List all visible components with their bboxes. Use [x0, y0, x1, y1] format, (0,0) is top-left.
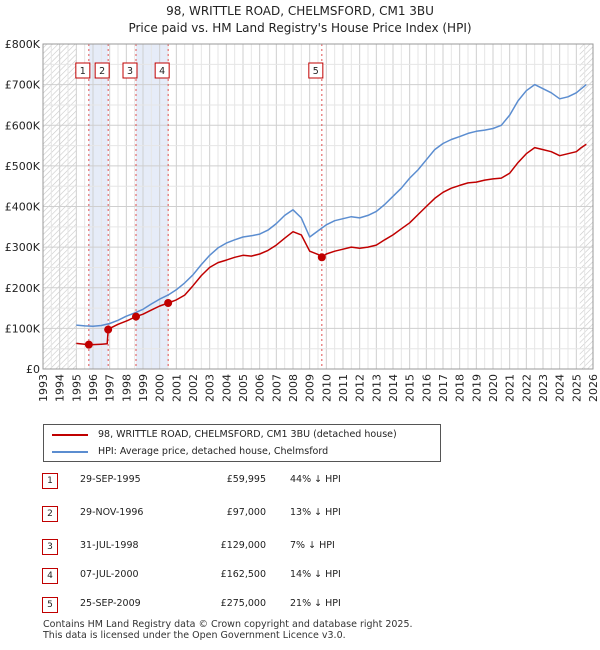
- sale-marker-label: 3: [42, 539, 58, 555]
- footer-copyright: Contains HM Land Registry data © Crown c…: [43, 619, 413, 630]
- y-tick-label: £300K: [5, 241, 41, 254]
- sale-row: 1 29-SEP-1995 £59,995 44% ↓ HPI: [0, 470, 600, 490]
- sale-price: £129,000: [220, 540, 266, 551]
- sale-point-4: [164, 298, 173, 307]
- y-tick-label: £200K: [5, 282, 41, 295]
- chart-subtitle: Price paid vs. HM Land Registry's House …: [128, 21, 472, 35]
- legend-swatch-property: [52, 434, 88, 436]
- sale-marker-label-2: 2: [99, 66, 105, 77]
- y-tick-label: £500K: [5, 160, 41, 173]
- x-tick-label: 2023: [537, 374, 550, 402]
- footer-licence: This data is licensed under the Open Gov…: [43, 630, 346, 641]
- x-tick-label: 2013: [370, 374, 383, 402]
- plot-frame: [42, 43, 594, 370]
- sale-point-3: [132, 312, 140, 321]
- x-tick-label: 2011: [337, 374, 350, 402]
- sale-marker-label-5: 5: [313, 66, 319, 77]
- sale-row: 5 25-SEP-2009 £275,000 21% ↓ HPI: [0, 594, 600, 614]
- x-tick-label: 2018: [454, 374, 467, 402]
- x-tick-label: 2014: [387, 374, 400, 402]
- x-tick-label: 1999: [137, 374, 150, 402]
- sale-hpi-diff: 21% ↓ HPI: [290, 598, 341, 609]
- sale-date: 25-SEP-2009: [80, 598, 141, 609]
- x-tick-label: 1994: [54, 374, 67, 402]
- legend-swatch-hpi: [52, 451, 88, 453]
- sale-marker-label-3: 3: [127, 66, 133, 77]
- x-tick-label: 2002: [187, 374, 200, 402]
- sale-date: 29-SEP-1995: [80, 474, 141, 485]
- x-tick-label: 2006: [254, 374, 267, 402]
- sale-marker-box-2: [94, 62, 110, 79]
- x-tick-label: 1993: [37, 374, 50, 402]
- x-tick-label: 2022: [520, 374, 533, 402]
- sale-price: £275,000: [220, 598, 266, 609]
- x-tick-label: 2017: [437, 374, 450, 402]
- sale-marker-label: 5: [42, 597, 58, 613]
- sale-price: £59,995: [226, 474, 266, 485]
- sale-marker-label: 2: [42, 506, 58, 522]
- sale-point-1: [84, 340, 93, 349]
- sale-hpi-diff: 14% ↓ HPI: [290, 569, 341, 580]
- x-tick-label: 1995: [70, 374, 83, 402]
- sale-price: £162,500: [220, 569, 266, 580]
- y-tick-label: £0: [26, 363, 40, 376]
- x-tick-label: 2019: [470, 374, 483, 402]
- legend-label-hpi: HPI: Average price, detached house, Chel…: [98, 446, 329, 457]
- x-tick-label: 2001: [170, 374, 183, 402]
- sale-marker-label-1: 1: [80, 66, 86, 77]
- sale-marker-label-4: 4: [159, 66, 165, 77]
- sale-row: 2 29-NOV-1996 £97,000 13% ↓ HPI: [0, 503, 600, 523]
- x-tick-label: 2020: [487, 374, 500, 402]
- y-tick-label: £600K: [5, 119, 41, 132]
- x-tick-label: 1997: [104, 374, 117, 402]
- x-tick-label: 2003: [204, 374, 217, 402]
- x-tick-label: 2008: [287, 374, 300, 402]
- x-tick-label: 2012: [354, 374, 367, 402]
- sale-marker-label: 1: [42, 473, 58, 489]
- x-tick-label: 2016: [420, 374, 433, 402]
- x-tick-label: 2015: [404, 374, 417, 402]
- sale-price: £97,000: [226, 507, 266, 518]
- legend-label-property: 98, WRITTLE ROAD, CHELMSFORD, CM1 3BU (d…: [98, 429, 397, 440]
- x-tick-label: 2021: [504, 374, 517, 402]
- sale-marker-box-5: [308, 62, 324, 79]
- x-tick-label: 2007: [270, 374, 283, 402]
- x-tick-label: 2004: [220, 374, 233, 402]
- y-tick-label: £100K: [5, 322, 41, 335]
- y-tick-label: £400K: [5, 201, 41, 214]
- x-tick-label: 2026: [587, 374, 600, 402]
- sale-row: 4 07-JUL-2000 £162,500 14% ↓ HPI: [0, 565, 600, 585]
- x-tick-label: 1996: [87, 374, 100, 402]
- sale-marker-box-3: [122, 62, 138, 79]
- sale-marker-box-1: [75, 62, 91, 79]
- y-tick-label: £800K: [5, 38, 41, 51]
- sale-hpi-diff: 7% ↓ HPI: [290, 540, 335, 551]
- sale-point-2: [104, 325, 113, 334]
- x-tick-label: 2009: [304, 374, 317, 402]
- sale-hpi-diff: 13% ↓ HPI: [290, 507, 341, 518]
- x-tick-label: 2005: [237, 374, 250, 402]
- y-tick-label: £700K: [5, 79, 41, 92]
- sale-hpi-diff: 44% ↓ HPI: [290, 474, 341, 485]
- sale-date: 29-NOV-1996: [80, 507, 144, 518]
- sale-date: 07-JUL-2000: [80, 569, 139, 580]
- x-tick-label: 2000: [154, 374, 167, 402]
- sale-row: 3 31-JUL-1998 £129,000 7% ↓ HPI: [0, 536, 600, 556]
- chart-title: 98, WRITTLE ROAD, CHELMSFORD, CM1 3BU: [166, 4, 434, 18]
- hpi-series-line: [76, 83, 587, 328]
- x-tick-label: 2010: [320, 374, 333, 402]
- sale-marker-box-4: [154, 62, 170, 79]
- legend: 98, WRITTLE ROAD, CHELMSFORD, CM1 3BU (d…: [43, 424, 441, 462]
- x-tick-label: 2024: [554, 374, 567, 402]
- sale-marker-label: 4: [42, 568, 58, 584]
- price-chart: 1 2 3 4 5 £0 £100K £200K £300K £400K £500K £600K £70…: [5, 38, 600, 402]
- x-tick-label: 1998: [120, 374, 133, 402]
- sale-point-5: [317, 253, 326, 262]
- x-tick-label: 2025: [570, 374, 583, 402]
- sale-date: 31-JUL-1998: [80, 540, 139, 551]
